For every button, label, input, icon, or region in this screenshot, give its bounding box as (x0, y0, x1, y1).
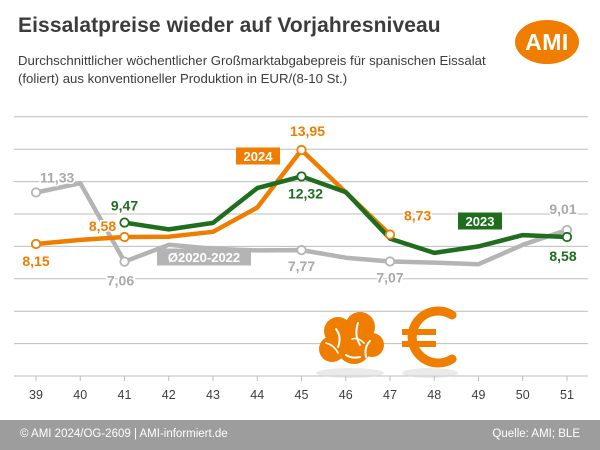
x-tick-label: 47 (383, 388, 397, 402)
x-tick-label: 50 (516, 388, 530, 402)
data-label: 13,95 (290, 123, 325, 139)
data-point-marker (561, 231, 573, 243)
lettuce-icon (316, 312, 384, 378)
x-tick-label: 42 (162, 388, 176, 402)
data-point-marker (384, 229, 396, 240)
series-legend: 2024 2023 Ø2020-2022 (157, 147, 502, 266)
footer-bar: © AMI 2024/OG-2609 | AMI-informiert.de Q… (0, 420, 600, 450)
x-tick-label: 43 (206, 388, 220, 402)
data-label: 7,07 (376, 269, 403, 285)
data-label: 9,47 (111, 198, 138, 214)
x-tick-label: 40 (73, 388, 87, 402)
data-point-marker (30, 238, 42, 250)
chart-subtitle: Durchschnittlicher wöchentlicher Großmar… (18, 53, 486, 86)
source-text: Quelle: AMI; BLE (492, 428, 580, 440)
series-line-y2023 (122, 174, 570, 256)
legend-tag-y2024 (236, 147, 280, 165)
x-tick-label: 48 (427, 388, 441, 402)
legend-tag-label: 2024 (244, 149, 274, 164)
data-point-marker (119, 256, 130, 267)
grid-lines (14, 116, 588, 377)
data-label: 11,33 (40, 169, 74, 185)
data-label: 8,58 (549, 248, 576, 264)
data-point-marker (119, 231, 130, 243)
x-tick-label: 39 (29, 388, 43, 402)
legend-tag-avg (157, 248, 251, 266)
data-point-marker (119, 217, 130, 228)
data-label: 8,73 (404, 208, 431, 224)
x-tick-label: 45 (295, 388, 309, 402)
legend-tag-label: Ø2020-2022 (168, 250, 240, 265)
series-markers (30, 144, 573, 267)
legend-tag-label: 2023 (466, 214, 495, 229)
data-label: 12,32 (288, 185, 323, 201)
data-point-marker (30, 187, 42, 198)
data-label: 9,01 (549, 201, 576, 217)
data-label: 8,15 (22, 253, 49, 269)
data-labels: 11,33 7,06 7,77 7,07 9,01 8,15 8,58 13,95 8,73 9,… (21, 122, 578, 291)
ami-logo: AMI (515, 20, 579, 64)
copyright-text: © AMI 2024/OG-2609 | AMI-informiert.de (20, 428, 228, 440)
data-point-marker (296, 144, 307, 156)
euro-icon (402, 306, 458, 378)
x-tick-label: 51 (560, 388, 574, 402)
series-line-y2024 (33, 147, 393, 247)
x-tick-label: 49 (472, 388, 486, 402)
data-point-marker (296, 245, 307, 256)
legend-tag-y2023 (458, 212, 502, 230)
data-point-marker (384, 256, 396, 267)
data-label: 7,06 (107, 273, 134, 289)
chart-title: Eissalatpreise wieder auf Vorjahresnivea… (18, 14, 441, 37)
x-tick-label: 44 (250, 388, 264, 402)
data-point-marker (296, 171, 307, 182)
x-tick-label: 41 (118, 388, 132, 402)
line-chart: 39 40 41 42 43 44 45 46 47 48 49 50 51 2024 2023 Ø2020… (14, 116, 588, 402)
x-tick-label: 46 (339, 388, 353, 402)
data-label: 8,58 (89, 218, 116, 234)
data-label: 7,77 (288, 258, 315, 274)
x-axis: 39 40 41 42 43 44 45 46 47 48 49 50 51 (29, 376, 574, 402)
